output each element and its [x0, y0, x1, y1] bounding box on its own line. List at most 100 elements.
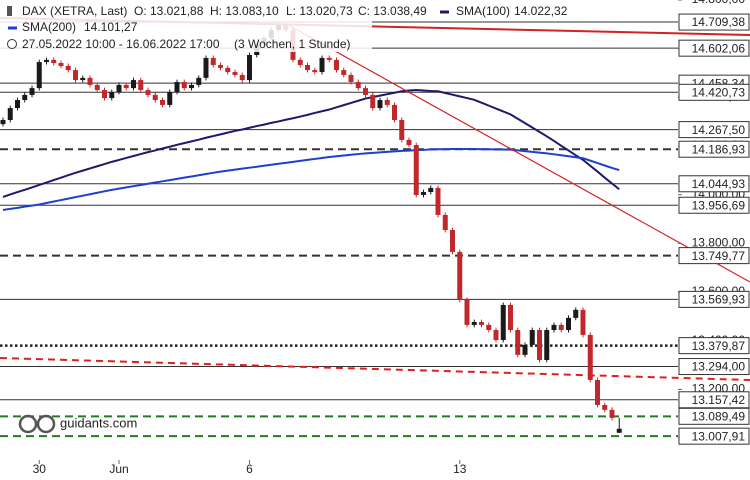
- price-box: [678, 290, 750, 308]
- candle-body: [174, 82, 180, 92]
- price-label: 14.602,06: [692, 41, 746, 55]
- candle-body: [529, 330, 535, 345]
- trend-line: [289, 25, 750, 283]
- x-tick-label: 30: [33, 462, 47, 476]
- candle-body: [500, 304, 506, 341]
- candle-body: [355, 82, 361, 89]
- candle-body: [225, 67, 231, 73]
- candle-body: [442, 214, 448, 230]
- candle-body: [471, 322, 477, 325]
- legend-label: SMA(100): [456, 4, 510, 18]
- price-label: 13.749,77: [692, 249, 746, 263]
- candle-body: [558, 324, 564, 331]
- legend-high: H: 13.083,10: [210, 4, 279, 18]
- candle-body: [44, 59, 49, 63]
- candle-body: [341, 70, 347, 75]
- candle-body: [239, 74, 245, 81]
- legend-close: C: 13.038,49: [358, 4, 427, 18]
- sma-line: [2, 89, 620, 198]
- price-box: [678, 391, 750, 409]
- candle-body: [87, 77, 93, 85]
- candle-body: [363, 88, 368, 95]
- price-box: [678, 121, 750, 139]
- candle-body: [392, 104, 397, 120]
- candle-body: [65, 65, 71, 71]
- candle-body: [435, 187, 441, 215]
- x-tick-label: 13: [453, 462, 467, 476]
- candle-body: [102, 90, 107, 99]
- candle-body: [413, 145, 419, 195]
- y-tick-label: 13.800,00: [692, 236, 746, 250]
- price-label: 13.157,42: [692, 393, 746, 407]
- candle-body: [522, 344, 528, 355]
- candle-body: [428, 187, 434, 193]
- period-note: (3 Wochen, 1 Stunde): [234, 37, 351, 51]
- candle-body: [326, 57, 332, 60]
- candle-body: [203, 57, 209, 78]
- candle-body: [94, 84, 100, 91]
- price-label: 13.007,91: [692, 429, 746, 443]
- legend-open: O: 13.021,88: [134, 4, 204, 18]
- price-box: [678, 407, 750, 425]
- candle-body: [189, 84, 194, 89]
- price-label: 14.044,93: [692, 177, 746, 191]
- candle-body: [218, 64, 223, 68]
- candle-body: [370, 94, 376, 109]
- candle-body: [160, 100, 165, 105]
- candle-body: [464, 299, 470, 325]
- candle-body: [551, 324, 557, 331]
- candle-body: [15, 100, 20, 109]
- candle-body: [36, 62, 42, 89]
- candle-body: [80, 77, 86, 81]
- candle-body: [566, 317, 571, 331]
- candle-body: [493, 330, 499, 341]
- price-box: [678, 247, 750, 265]
- legend-low: L: 13.020,73: [286, 4, 353, 18]
- price-box: [678, 83, 750, 101]
- candle-body: [0, 119, 6, 125]
- candle-body: [138, 80, 144, 91]
- candle-body: [181, 82, 187, 89]
- price-label: 13.569,93: [692, 293, 746, 307]
- candle-body: [406, 139, 412, 146]
- price-box: [678, 196, 750, 214]
- candle-body: [609, 409, 615, 418]
- candle-body: [334, 59, 339, 71]
- price-box: [678, 140, 750, 158]
- candle-body: [297, 59, 303, 65]
- candle-body: [421, 192, 426, 195]
- watermark-text: guidants.com: [60, 415, 137, 430]
- legend-background: [0, 0, 372, 52]
- candle-body: [29, 88, 35, 95]
- candle-body: [457, 251, 463, 300]
- price-box: [678, 175, 750, 193]
- candle-body: [580, 309, 586, 335]
- candle-body: [152, 94, 158, 101]
- price-label: 14.420,73: [692, 85, 746, 99]
- candle-body: [73, 70, 78, 81]
- candle-body: [537, 330, 542, 360]
- watermark: guidants.com: [18, 414, 137, 434]
- candle-body: [123, 84, 129, 89]
- legend-instrument: DAX (XETRA, Last): [22, 4, 127, 18]
- candle-body: [196, 77, 202, 85]
- candle-body: [305, 64, 310, 71]
- candle-body: [51, 59, 57, 64]
- candle-body: [595, 379, 600, 405]
- y-tick-label: 14.800,00: [692, 0, 746, 6]
- price-box: [678, 427, 750, 445]
- price-label: 14.186,93: [692, 142, 746, 156]
- axis: 13.000,0013.200,0013.400,0013.600,0013.8…: [33, 0, 750, 476]
- price-box: [678, 39, 750, 57]
- candle-body: [573, 309, 579, 318]
- candle-body: [116, 84, 122, 92]
- candle-body: [399, 119, 405, 140]
- candle-body: [508, 304, 513, 331]
- candle-body: [544, 330, 550, 360]
- candle-body: [7, 108, 13, 120]
- price-label: 13.379,87: [692, 339, 746, 353]
- marks: [0, 22, 622, 434]
- candle-body: [232, 72, 238, 75]
